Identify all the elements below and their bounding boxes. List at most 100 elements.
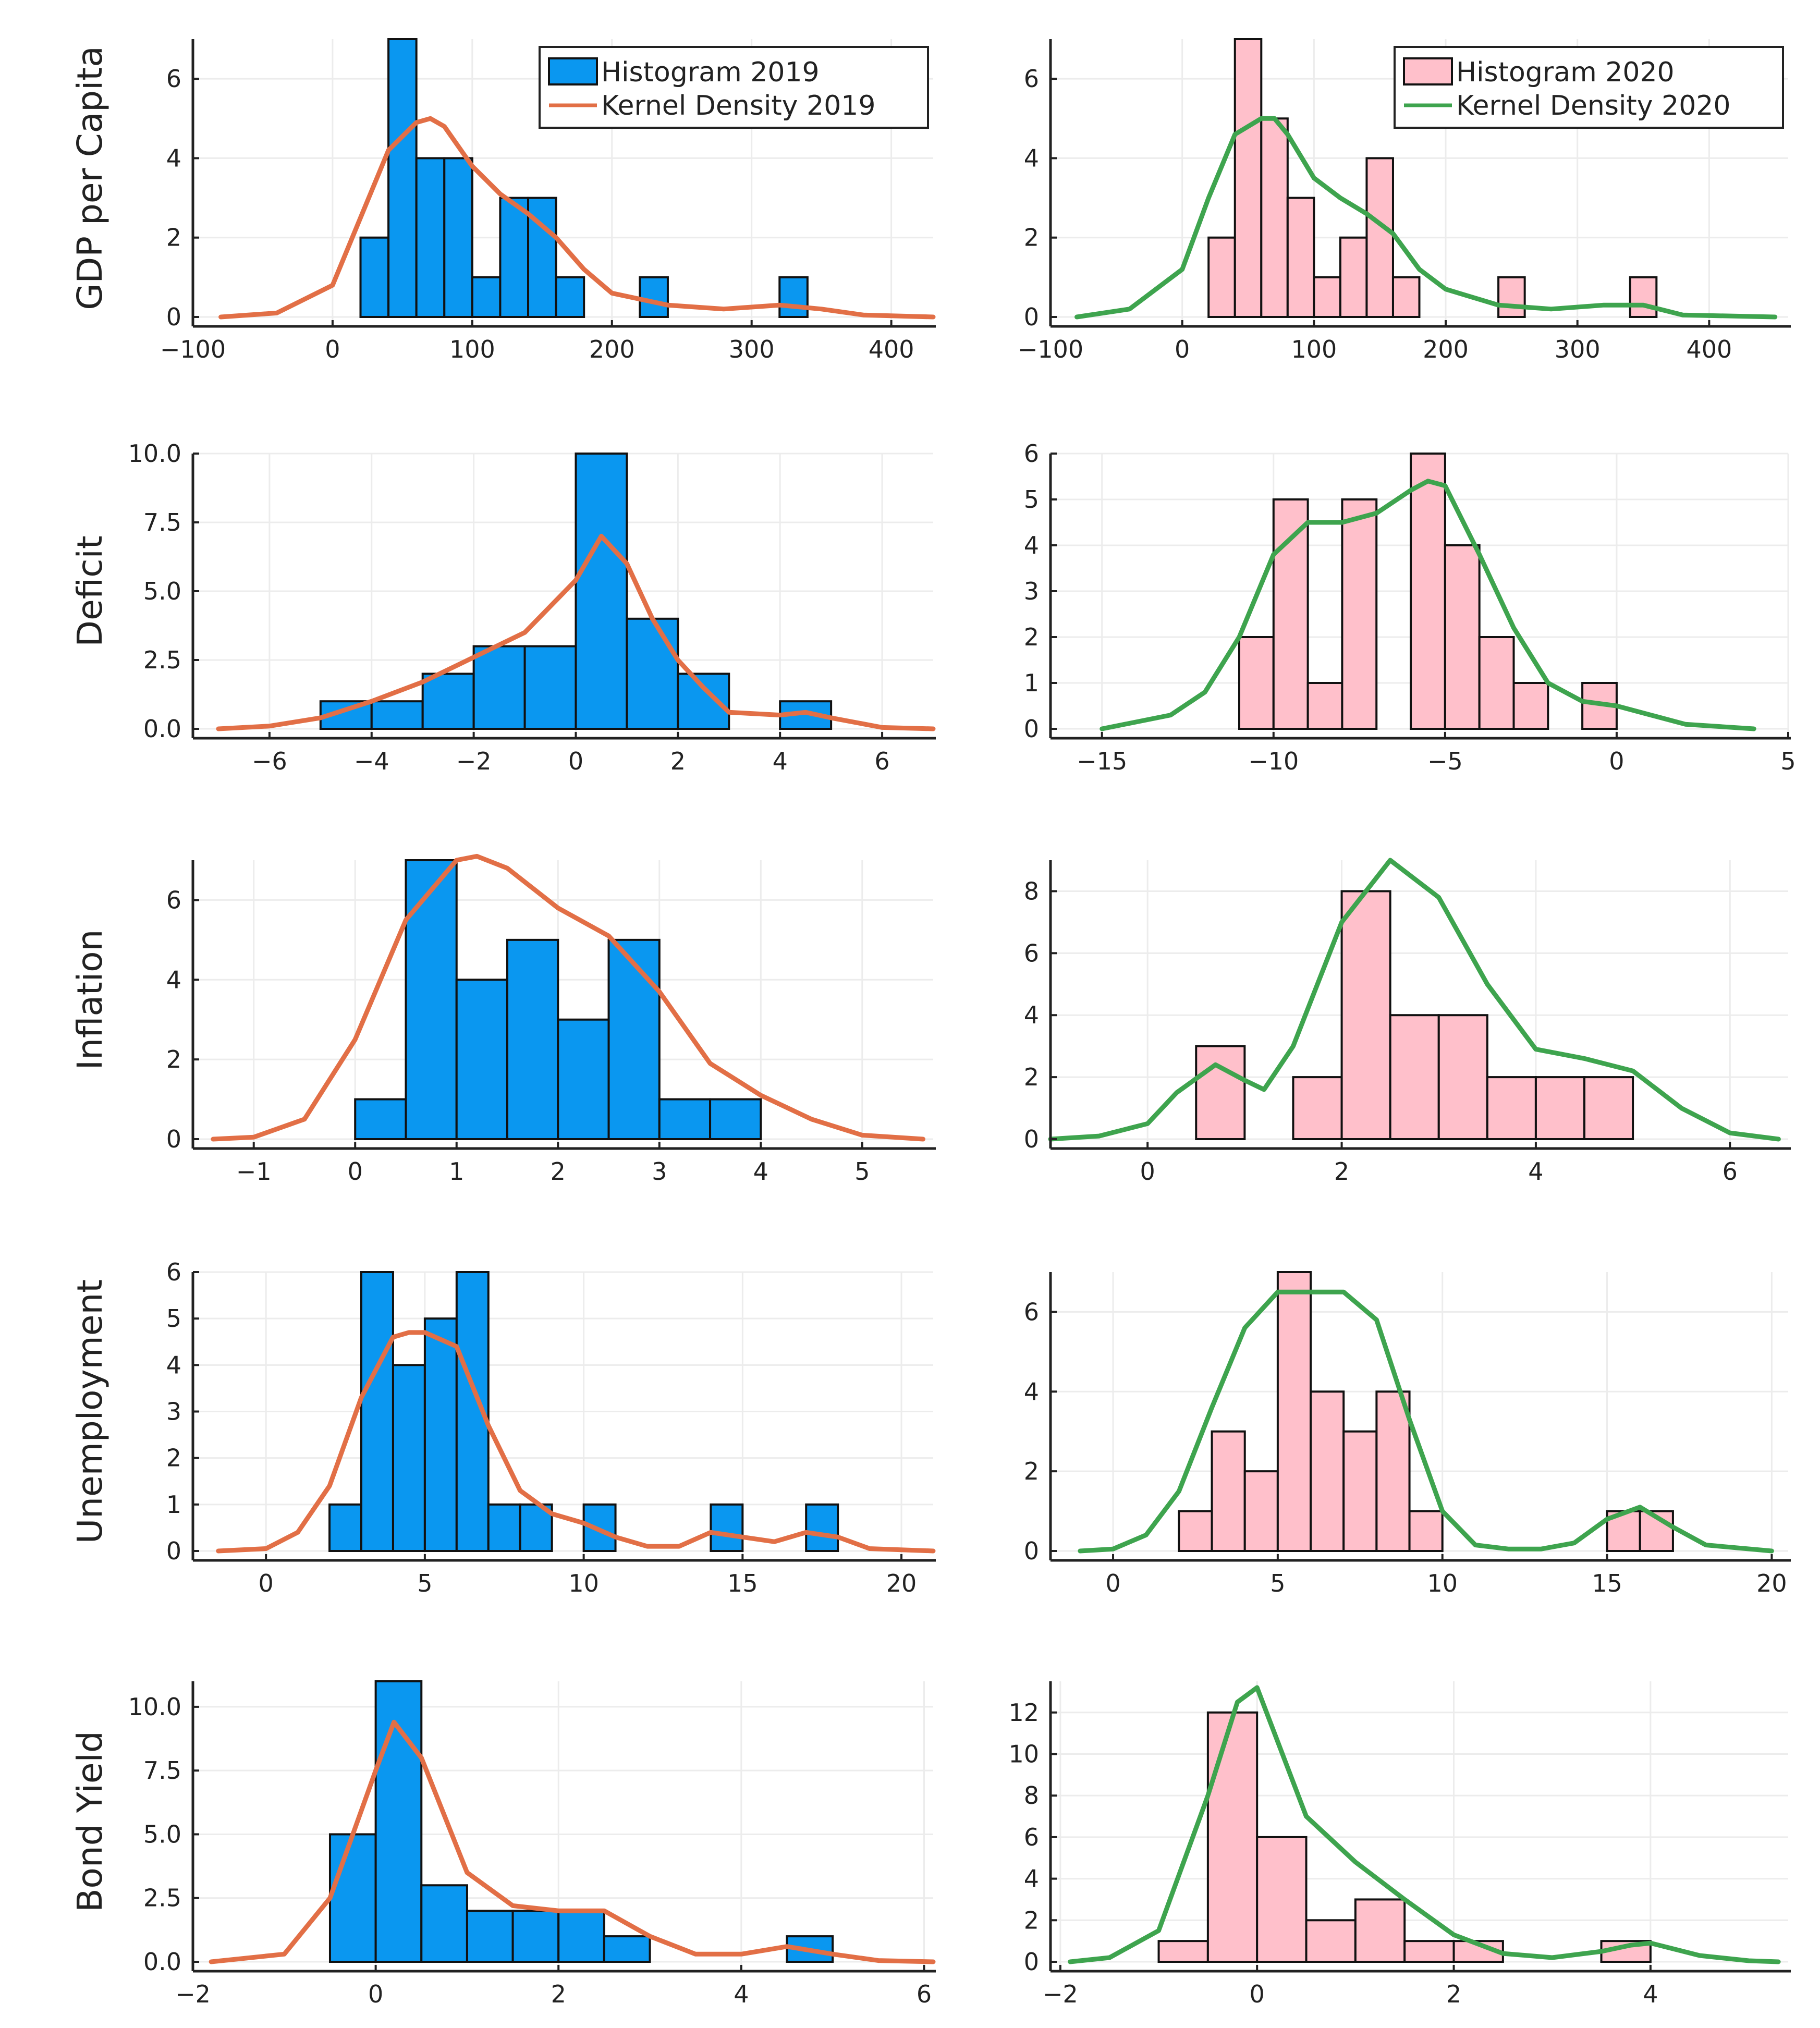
- x-tick-label: 5: [1780, 747, 1795, 775]
- histogram-bar: [499, 197, 530, 319]
- y-tick-label: 0: [1024, 303, 1039, 331]
- y-tick-label: 2.5: [143, 646, 181, 674]
- x-tick-label: 4: [753, 1157, 768, 1186]
- histogram-bar: [443, 157, 473, 318]
- histogram-bar: [1256, 1836, 1308, 1963]
- x-tick-label: 400: [1686, 335, 1732, 363]
- histogram-bar: [471, 276, 502, 318]
- y-tick-label: 4: [1024, 531, 1039, 559]
- histogram-bar: [506, 938, 559, 1141]
- y-tick-label: 7.5: [143, 1756, 181, 1785]
- histogram-bar: [1486, 1076, 1537, 1140]
- y-tick-label: 10.0: [128, 439, 181, 468]
- x-tick-label: 10: [568, 1569, 599, 1597]
- kernel-density-line: [1048, 858, 1781, 1142]
- y-tick-label: 0: [1024, 1125, 1039, 1153]
- y-tick-label: 12: [1008, 1699, 1039, 1727]
- histogram-bar: [639, 276, 669, 318]
- histogram-bar: [1238, 636, 1275, 730]
- histogram-bar: [1375, 1390, 1411, 1552]
- histogram-bar: [523, 645, 577, 730]
- y-tick-label: 6: [166, 886, 181, 914]
- histogram-bar: [466, 1910, 514, 1963]
- y-tick-label: 0: [1024, 715, 1039, 743]
- y-tick-label: 2: [166, 224, 181, 252]
- histogram-bar: [677, 673, 730, 730]
- legend-histogram-swatch: [1403, 57, 1453, 85]
- histogram-bar: [1583, 1076, 1634, 1140]
- x-tick-label: −4: [354, 747, 389, 775]
- y-tick-label: 5: [166, 1304, 181, 1333]
- legend-histogram-label: Histogram 2020: [1456, 57, 1675, 88]
- y-tick-label: 6: [1024, 65, 1039, 93]
- y-tick-label: 4: [1024, 1865, 1039, 1893]
- x-tick-label: 5: [417, 1569, 432, 1597]
- x-tick-label: −100: [160, 335, 226, 363]
- histogram-bar: [1342, 1430, 1378, 1553]
- histogram-bar: [1207, 236, 1236, 319]
- x-tick-label: 0: [568, 747, 583, 775]
- kernel-density-line: [209, 1719, 936, 1964]
- histogram-bar: [1497, 276, 1526, 318]
- histogram-bar: [1408, 1510, 1444, 1553]
- histogram-bar: [710, 1503, 744, 1552]
- x-tick-label: 0: [348, 1157, 363, 1186]
- histogram-bar: [1313, 276, 1341, 318]
- histogram-bar: [359, 236, 390, 319]
- panel-inflation-2020: 0 2 4 6 0 2 4 6 8: [1024, 858, 1791, 1186]
- x-tick-label: 1: [449, 1157, 464, 1186]
- histogram-bar: [1365, 157, 1394, 318]
- x-tick-label: 0: [259, 1569, 274, 1597]
- x-tick-label: 2: [551, 1980, 566, 2008]
- histogram-bar: [626, 617, 679, 730]
- x-tick-label: 0: [368, 1980, 383, 2008]
- histogram-bar: [1272, 498, 1309, 730]
- x-tick-label: 5: [1270, 1569, 1285, 1597]
- x-tick-label: 10: [1427, 1569, 1458, 1597]
- histogram-bar: [455, 979, 509, 1141]
- histogram-bar: [805, 1503, 839, 1552]
- histogram-bar: [1305, 1919, 1357, 1963]
- histogram-bar: [328, 1833, 377, 1963]
- panel-bond-yield-2019: −2 0 2 4 6 0.0 2.5 5.0 7.5 10.0 Bond Yield: [70, 1680, 936, 2008]
- x-tick-label: 4: [1528, 1157, 1543, 1186]
- x-tick-label: −2: [1043, 1980, 1078, 2008]
- panel-unemployment-2020: 0 5 10 15 20 0 2 4 6: [1024, 1271, 1791, 1597]
- y-tick-label: 6: [166, 1258, 181, 1286]
- panel-unemployment-2019: 0 5 10 15 20 0 1 2 3 4 5 6 Unemployment: [70, 1258, 936, 1597]
- histogram-bar: [1206, 1711, 1259, 1963]
- panel-inflation-2019: −1 0 1 2 3 4 5 0 2 4 6 Inflation: [70, 853, 936, 1186]
- histogram-bar: [575, 453, 628, 730]
- x-tick-label: 200: [1423, 335, 1469, 363]
- kernel-density-line: [216, 533, 936, 731]
- histogram-bar: [1629, 276, 1658, 318]
- histogram-bar: [423, 1317, 458, 1553]
- x-tick-label: 300: [729, 335, 775, 363]
- y-tick-label: 0.0: [143, 1948, 181, 1976]
- y-tick-label: 5.0: [143, 1820, 181, 1848]
- kernel-density-line: [218, 116, 936, 320]
- y-tick-label: 6: [1024, 439, 1039, 468]
- panel-gdp-per-capita-2019: −100 0 100 200 300 400 0 2 4 6 GDP per Capita Histo…: [70, 38, 936, 363]
- x-tick-label: 400: [869, 335, 914, 363]
- panel-deficit-2019: −6 −4 −2 0 2 4 6 0.0 2.5 5.0 7.5 10.0 Deficit: [70, 439, 936, 775]
- y-tick-label: 8: [1024, 1781, 1039, 1810]
- histogram-bar: [487, 1503, 521, 1552]
- x-tick-label: −5: [1427, 747, 1463, 775]
- x-tick-label: 0: [1140, 1157, 1155, 1186]
- x-tick-label: 0: [1609, 747, 1624, 775]
- histogram-bar: [1276, 1271, 1312, 1552]
- histogram-bar: [1286, 197, 1315, 319]
- y-tick-label: 0.0: [143, 715, 181, 743]
- y-axis-title: Deficit: [70, 535, 110, 647]
- x-tick-label: 0: [325, 335, 340, 363]
- y-tick-label: 6: [1024, 939, 1039, 967]
- histogram-bar: [1292, 1076, 1343, 1140]
- x-tick-label: 2: [670, 747, 686, 775]
- y-axis-title: Unemployment: [70, 1279, 110, 1544]
- x-tick-label: 100: [1291, 335, 1337, 363]
- histogram-bar: [1157, 1940, 1209, 1963]
- histogram-bar: [1391, 276, 1421, 318]
